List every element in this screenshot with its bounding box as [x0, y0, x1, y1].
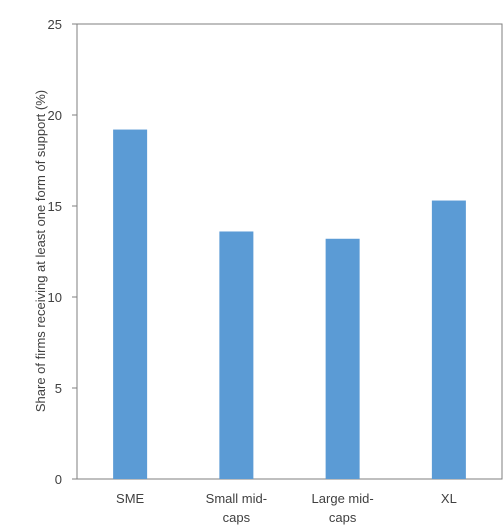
y-axis-title: Share of firms receiving at least one fo…: [33, 90, 48, 412]
y-tick-label: 20: [48, 108, 62, 123]
bar: [431, 200, 466, 480]
plot-area-frame: [76, 23, 503, 480]
x-tick-label: SME: [116, 491, 145, 506]
x-tick-label-line: caps: [223, 510, 251, 525]
x-tick-label: Large mid-caps: [312, 491, 374, 525]
x-tick-label-line: XL: [441, 491, 457, 506]
bar: [219, 231, 254, 479]
y-tick-label: 15: [48, 199, 62, 214]
x-tick-label-line: Large mid-: [312, 491, 374, 506]
bar: [113, 129, 148, 479]
x-tick-label-line: SME: [116, 491, 145, 506]
x-tick-label: XL: [441, 491, 457, 506]
y-tick-label: 0: [55, 472, 62, 487]
x-tick-label-line: Small mid-: [206, 491, 267, 506]
y-tick-label: 10: [48, 290, 62, 305]
y-tick-label: 25: [48, 17, 62, 32]
y-tick-label: 5: [55, 381, 62, 396]
x-tick-label-line: caps: [329, 510, 357, 525]
bar: [325, 238, 360, 479]
x-tick-label: Small mid-caps: [206, 491, 267, 525]
y-axis: 0 5 10 15 20 25: [48, 17, 77, 487]
bars: [113, 129, 466, 480]
